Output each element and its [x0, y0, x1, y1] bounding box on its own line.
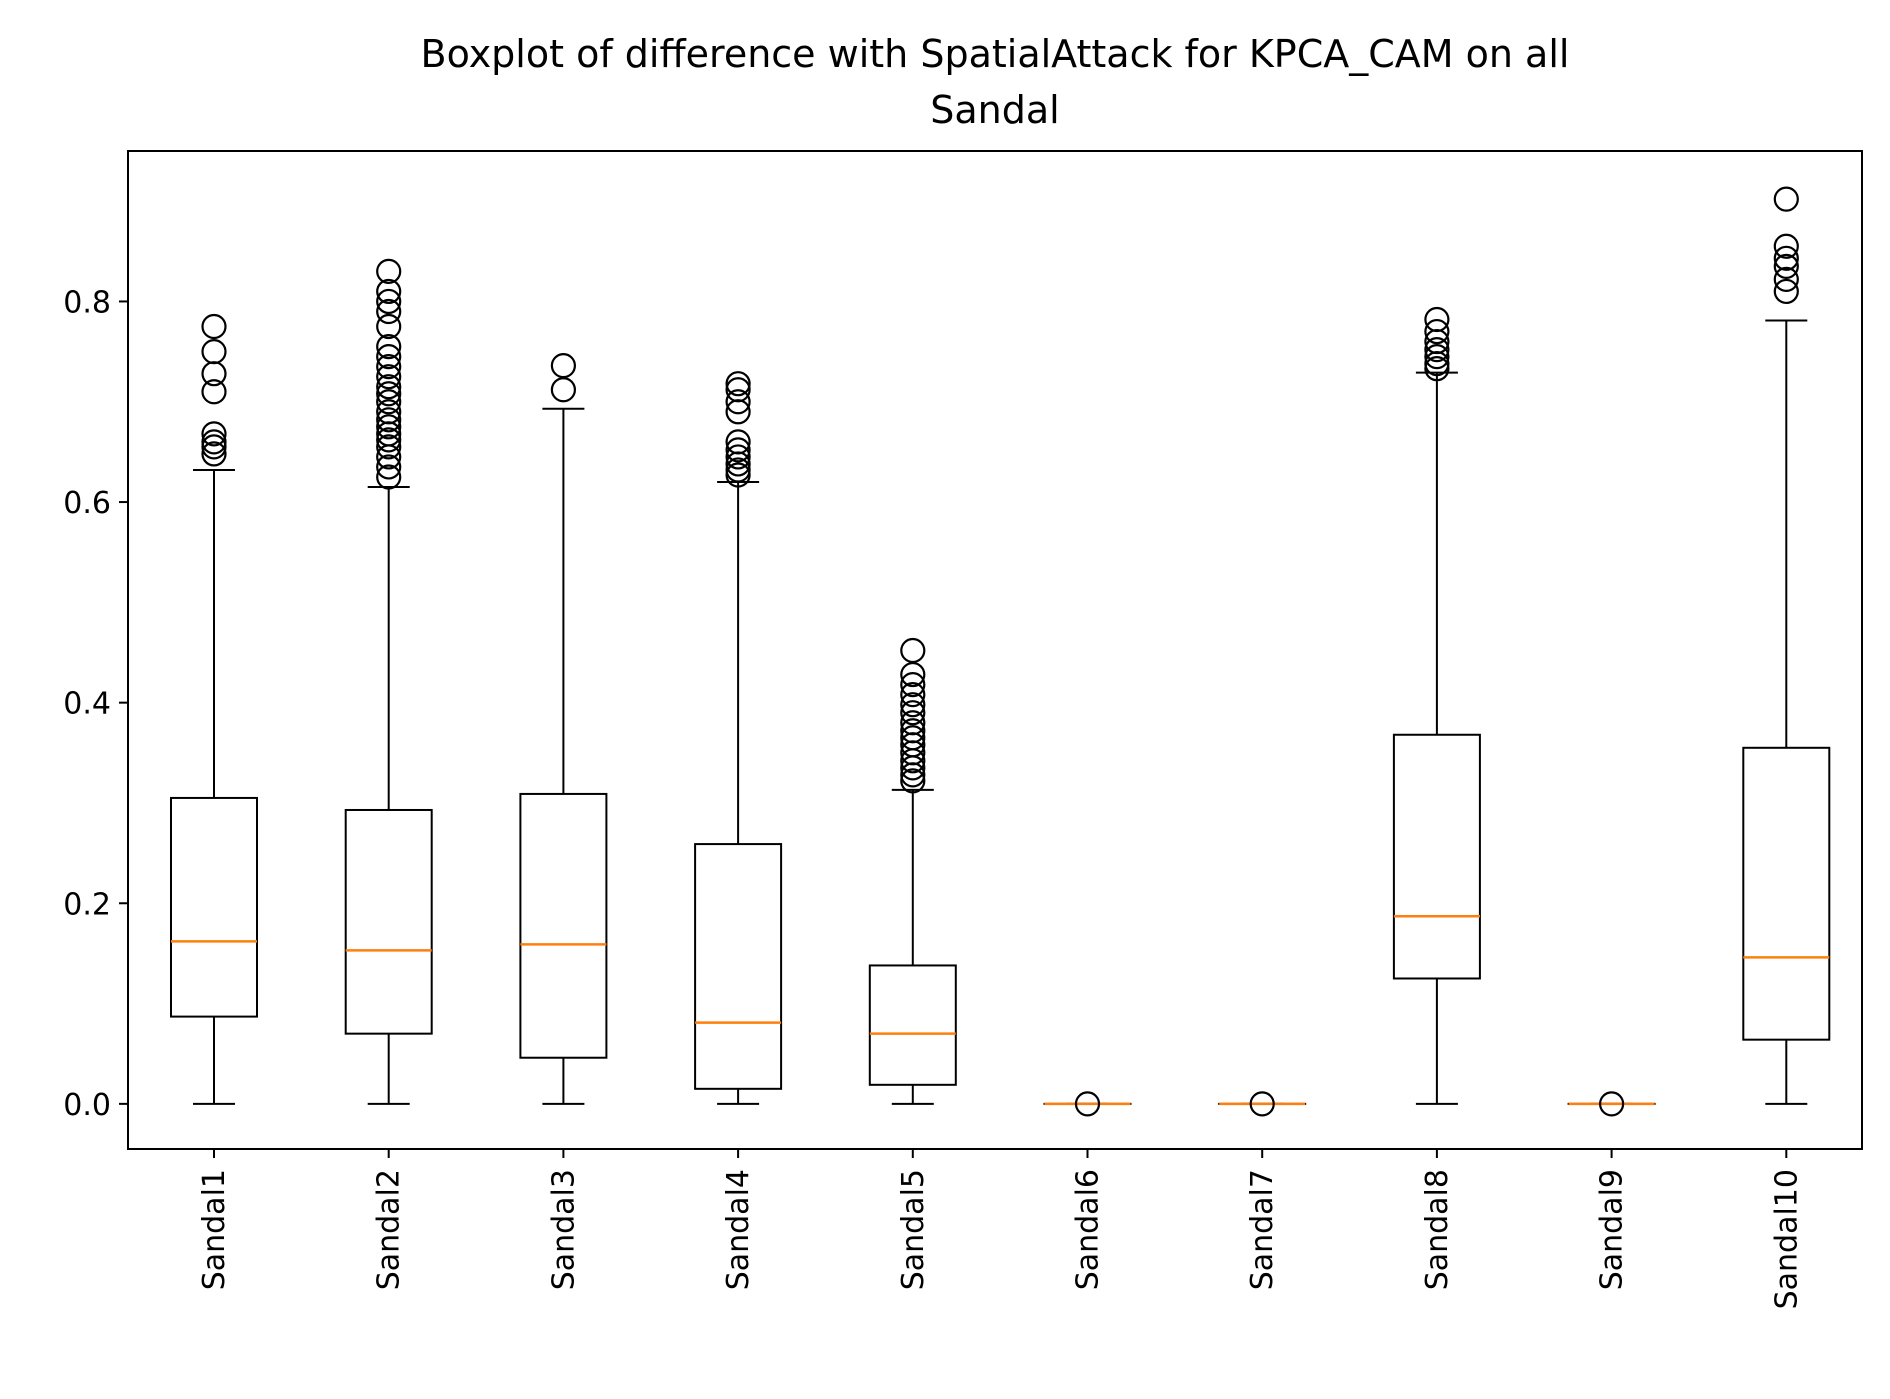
y-tick-label-2: 0.4 [63, 687, 111, 722]
sandal2-outlier-6 [376, 414, 402, 440]
sandal2-outlier-13 [376, 354, 402, 380]
sandal3-box [519, 792, 608, 1059]
y-tick-label-1: 0.2 [63, 887, 111, 922]
sandal5-outlier-10 [900, 692, 926, 718]
x-tick-label-sandal3: Sandal3 [546, 1169, 581, 1290]
sandal2-outlier-8 [376, 399, 402, 425]
sandal1-outlier-0 [201, 441, 227, 467]
chart-title-line-1: Boxplot of difference with SpatialAttack… [421, 32, 1570, 76]
sandal5-outlier-7 [900, 718, 926, 744]
sandal5-outlier-0 [900, 768, 926, 794]
sandal2-outlier-16 [376, 313, 402, 340]
y-tick-label-3: 0.6 [63, 486, 111, 521]
sandal4-outlier-8 [725, 377, 751, 403]
sandal1-outlier-4 [201, 379, 227, 405]
sandal5-box [868, 964, 957, 1086]
sandal10-outlier-0 [1773, 278, 1799, 305]
sandal5-outlier-8 [900, 710, 926, 736]
sandal4-outlier-9 [725, 371, 751, 397]
sandal2-outlier-19 [376, 278, 402, 305]
sandal5-outlier-12 [900, 672, 926, 698]
sandal10-outlier-1 [1773, 266, 1799, 292]
sandal9-outlier-0 [1598, 1091, 1625, 1117]
sandal2-outlier-1 [376, 454, 402, 480]
sandal2-outlier-11 [376, 374, 402, 400]
plot-area: 0.0 0.2 0.4 0.6 0.8 Sandal1 Sandal2 Sandal3 Sand… [63, 186, 1831, 1309]
sandal7-outlier-0 [1249, 1091, 1275, 1117]
sandal1-outlier-3 [201, 421, 227, 447]
sandal6-outlier-0 [1074, 1091, 1101, 1117]
sandal1-box [170, 796, 258, 1018]
sandal2-outlier-4 [376, 427, 402, 453]
sandal4-outlier-4 [725, 437, 751, 463]
sandal4-outlier-1 [725, 457, 751, 483]
sandal2-outlier-3 [376, 434, 402, 460]
sandal8-outlier-5 [1424, 318, 1450, 345]
sandal5-outlier-11 [900, 682, 926, 708]
sandal4-box [694, 843, 783, 1090]
sandal2-outlier-15 [376, 333, 402, 360]
sandal5-outlier-14 [900, 637, 926, 664]
sandal3-outlier-1 [550, 353, 577, 379]
sandal4-outlier-5 [725, 429, 751, 455]
x-tick-label-sandal4: Sandal4 [721, 1169, 756, 1290]
sandal10-outlier-2 [1773, 253, 1799, 279]
chart-title-line-2: Sandal [930, 88, 1059, 132]
sandal1-outlier-6 [201, 339, 227, 365]
y-tick-label-0: 0.0 [63, 1088, 111, 1123]
sandal2-outlier-18 [376, 288, 402, 315]
x-tick-label-sandal5: Sandal5 [896, 1169, 931, 1290]
sandal4-outlier-7 [725, 389, 751, 415]
sandal2-outlier-17 [376, 298, 402, 325]
sandal2-outlier-20 [376, 258, 402, 284]
sandal2-box [344, 808, 433, 1035]
sandal8-outlier-2 [1424, 344, 1450, 370]
sandal2-outlier-7 [376, 407, 402, 433]
x-tick-label-sandal1: Sandal1 [197, 1169, 232, 1290]
sandal4-outlier-3 [725, 444, 751, 470]
sandal10-box [1742, 746, 1831, 1041]
sandal2-outlier-14 [376, 344, 402, 370]
sandal1-outlier-7 [201, 313, 227, 340]
sandal5-outlier-9 [900, 700, 926, 726]
sandal2-outlier-9 [376, 389, 402, 415]
sandal2-outlier-10 [376, 381, 402, 407]
sandal10-outlier-3 [1773, 245, 1799, 271]
x-tick-label-sandal6: Sandal6 [1071, 1169, 1106, 1290]
x-tick-label-sandal7: Sandal7 [1245, 1169, 1280, 1290]
sandal10-outlier-4 [1773, 233, 1799, 259]
y-tick-label-4: 0.8 [63, 285, 111, 320]
x-tick-label-sandal9: Sandal9 [1595, 1169, 1630, 1290]
axes-frame [127, 150, 1863, 1150]
sandal2-outlier-0 [376, 464, 402, 490]
x-tick-label-sandal10: Sandal10 [1769, 1169, 1804, 1309]
sandal8-outlier-6 [1424, 306, 1450, 333]
x-tick-label-sandal8: Sandal8 [1420, 1169, 1455, 1290]
sandal8-box [1392, 733, 1481, 980]
sandal8-outlier-3 [1424, 336, 1450, 363]
sandal5-outlier-6 [900, 725, 926, 751]
sandal2-outlier-12 [376, 364, 402, 390]
sandal10-outlier-5 [1773, 186, 1799, 212]
x-tick-label-sandal2: Sandal2 [372, 1169, 407, 1290]
sandal1-outlier-2 [201, 429, 227, 455]
